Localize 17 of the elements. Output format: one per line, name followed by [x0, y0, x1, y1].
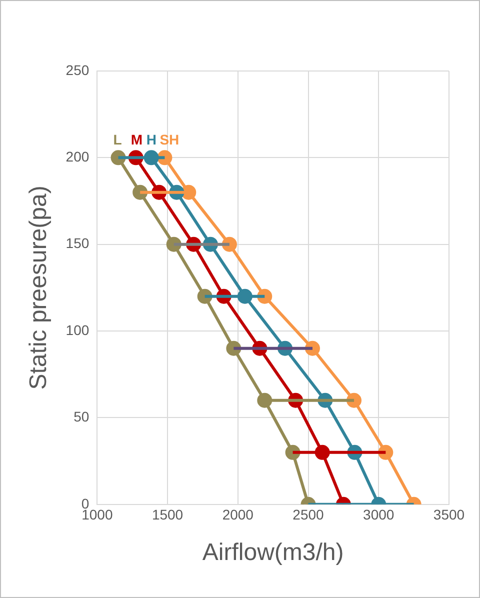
x-tick-label: 3000 — [363, 506, 394, 523]
y-tick-label: 100 — [66, 322, 90, 338]
series-label: H — [146, 132, 156, 148]
series-label: L — [113, 132, 122, 148]
x-tick-label: 2500 — [292, 506, 324, 523]
x-tick-label: 3500 — [433, 506, 465, 523]
x-axis-title: Airflow(m3/h) — [202, 539, 344, 566]
x-tick-label: 1500 — [152, 506, 184, 523]
series-label: M — [130, 132, 143, 148]
series-label: SH — [160, 132, 180, 148]
y-axis-title: Static preesure(pa) — [25, 186, 52, 390]
y-tick-label: 0 — [81, 495, 90, 512]
y-tick-label: 50 — [74, 408, 90, 425]
y-tick-label: 150 — [66, 235, 90, 252]
y-tick-label: 250 — [66, 62, 90, 78]
x-tick-label: 2000 — [222, 506, 254, 523]
y-tick-label: 200 — [66, 148, 90, 165]
